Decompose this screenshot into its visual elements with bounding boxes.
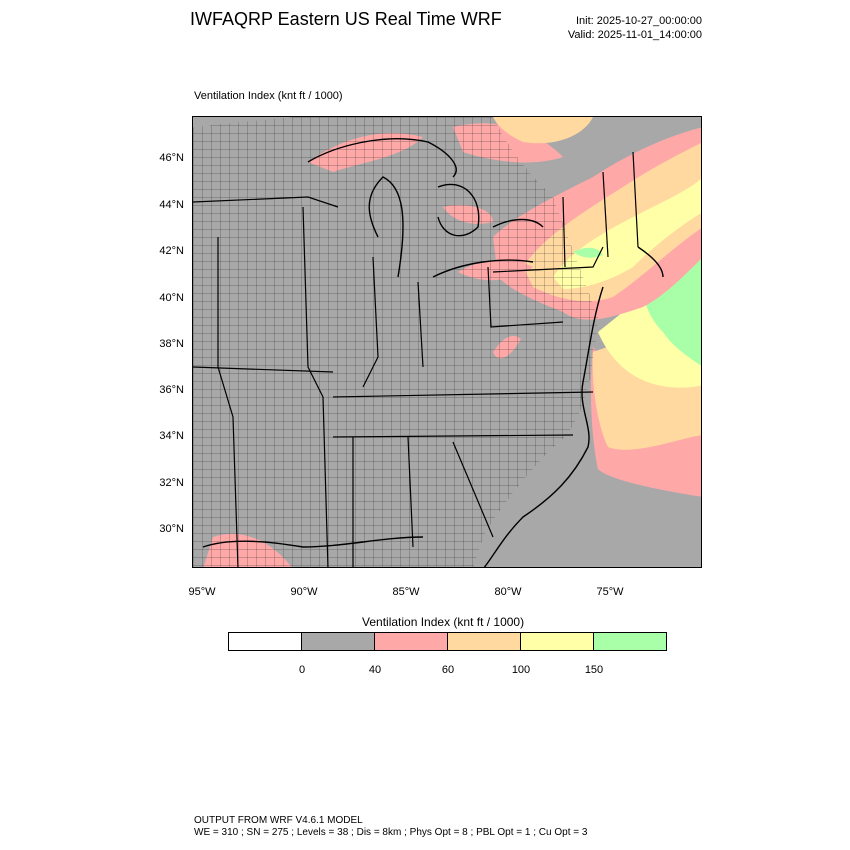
map-canvas <box>193 117 701 567</box>
county-lines <box>193 117 598 567</box>
colorbar-swatch-150-plus <box>593 632 667 651</box>
lat-tick-46: 46°N <box>159 152 184 164</box>
map-panel <box>192 116 702 568</box>
colorbar-swatch-0-40 <box>301 632 375 651</box>
colorbar-tick-150: 150 <box>584 664 604 676</box>
colorbar-swatch-60-100 <box>447 632 521 651</box>
lon-tick-90: 90°W <box>290 586 318 598</box>
lon-tick-95: 95°W <box>188 586 216 598</box>
field-label: Ventilation Index (knt ft / 1000) <box>194 90 343 102</box>
northeast-band-100-150 <box>553 178 701 289</box>
colorbar-tick-0: 0 <box>298 664 306 676</box>
lon-tick-80: 80°W <box>494 586 522 598</box>
colorbar-tick-60: 60 <box>441 664 455 676</box>
lat-tick-30: 30°N <box>159 523 184 535</box>
colorbar-swatch-below-0 <box>228 632 302 651</box>
northeast-band-150-plus <box>573 247 603 258</box>
map-title: IWFAQRP Eastern US Real Time WRF <box>190 9 502 29</box>
lat-tick-36: 36°N <box>159 384 184 396</box>
colorbar-swatch-40-60 <box>374 632 448 651</box>
colorbar-title: Ventilation Index (knt ft / 1000) <box>362 615 525 629</box>
lat-tick-42: 42°N <box>159 245 184 257</box>
lon-tick-85: 85°W <box>392 586 420 598</box>
run-times: Init: 2025-10-27_00:00:00 Valid: 2025-11… <box>568 14 702 42</box>
valid-time: Valid: 2025-11-01_14:00:00 <box>567 29 702 41</box>
canada-band-60-100 <box>493 117 593 144</box>
lat-tick-38: 38°N <box>159 338 184 350</box>
colorbar-tick-40: 40 <box>368 664 382 676</box>
state-boundaries <box>193 151 639 567</box>
colorbar-tick-100: 100 <box>511 664 531 676</box>
footer-line-2: WE = 310 ; SN = 275 ; Levels = 38 ; Dis … <box>194 827 588 838</box>
lat-tick-44: 44°N <box>159 199 184 211</box>
footer-line-1: OUTPUT FROM WRF V4.6.1 MODEL <box>194 815 363 826</box>
lon-tick-75: 75°W <box>596 586 624 598</box>
colorbar-swatch-100-150 <box>520 632 594 651</box>
lat-tick-34: 34°N <box>159 430 184 442</box>
lat-tick-40: 40°N <box>159 292 184 304</box>
init-time: Init: 2025-10-27_00:00:00 <box>576 15 702 27</box>
lat-tick-32: 32°N <box>159 477 184 489</box>
model-footer: OUTPUT FROM WRF V4.6.1 MODEL WE = 310 ; … <box>194 815 587 839</box>
coastlines <box>202 138 664 567</box>
colorbar <box>228 632 667 651</box>
